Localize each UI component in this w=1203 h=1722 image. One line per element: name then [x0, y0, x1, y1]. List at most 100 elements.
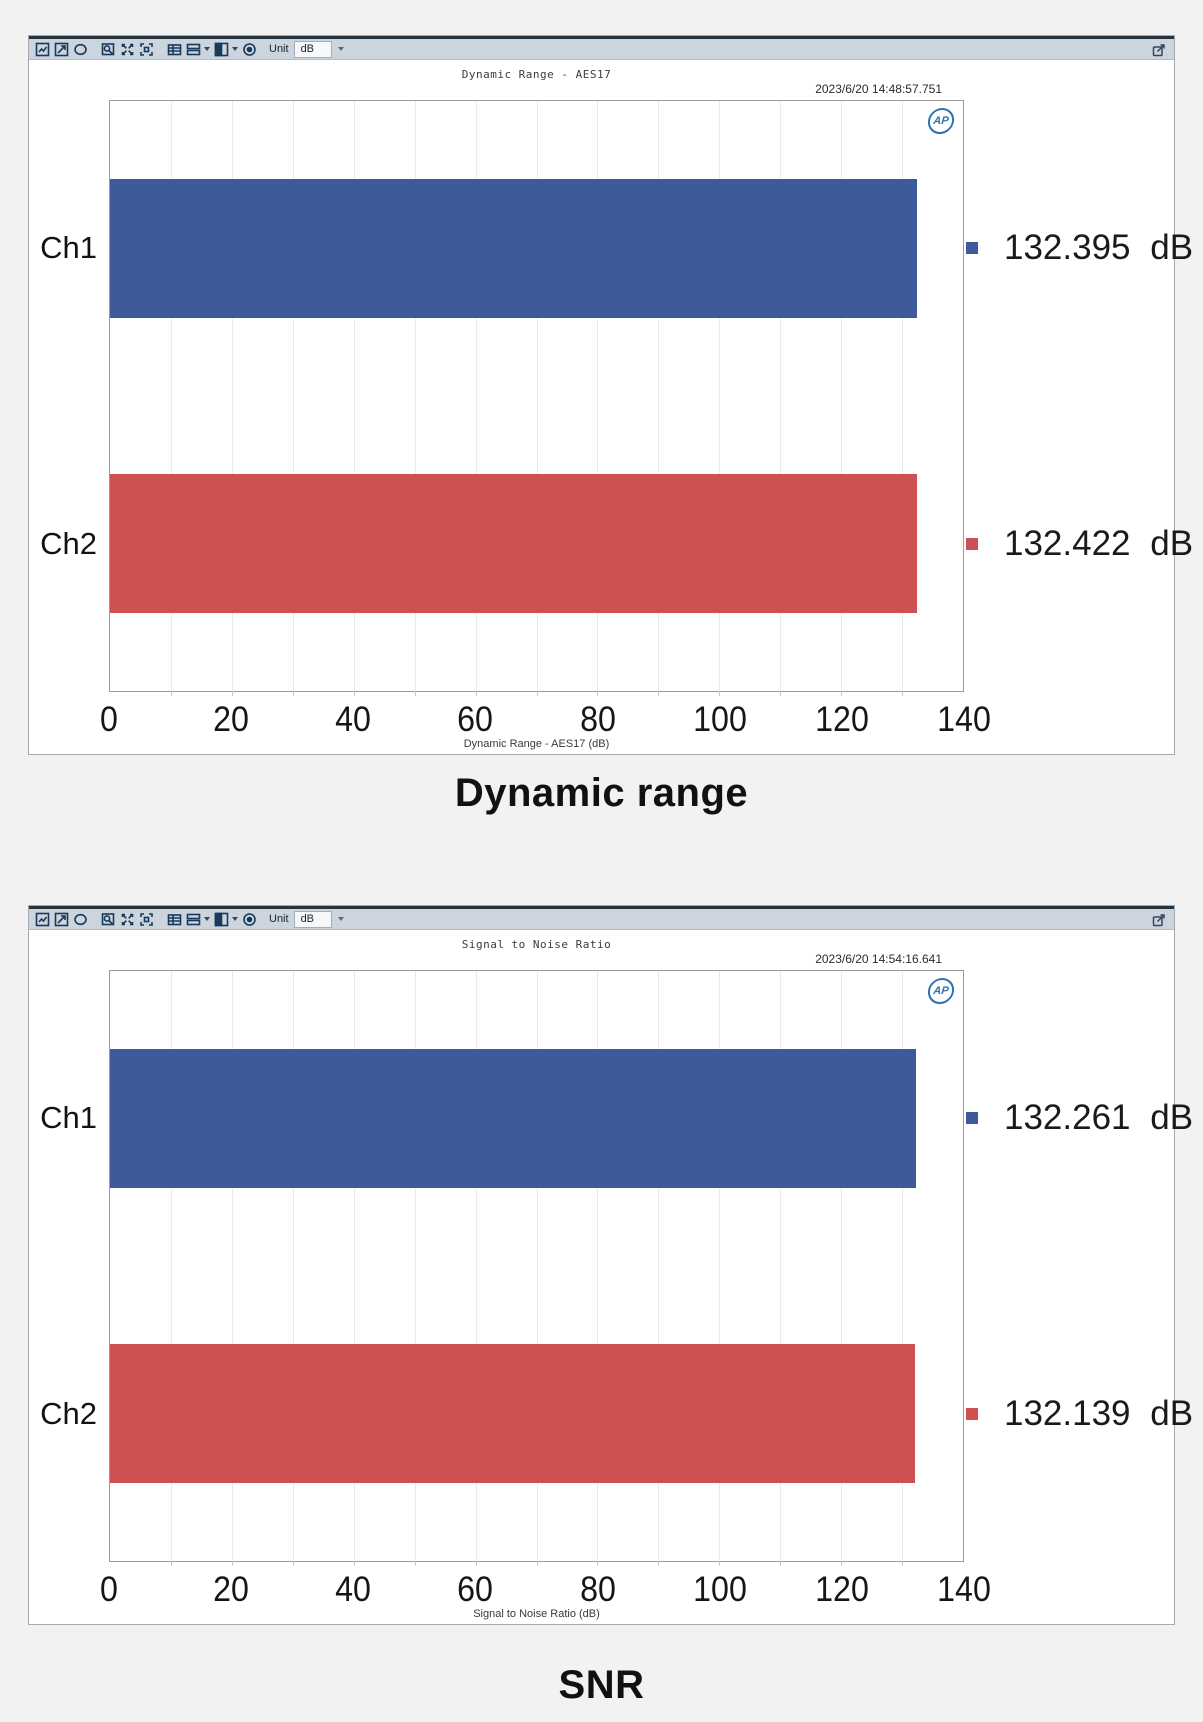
- gridline: [414, 971, 416, 1561]
- gridline: [780, 101, 782, 691]
- chart-caption-dynamic-range: Dynamic range: [454, 771, 749, 815]
- axis-tickmark: [841, 1561, 843, 1566]
- panels-dropdown-caret[interactable]: [204, 47, 210, 51]
- ch1-marker: [966, 1112, 978, 1124]
- axis-tickmark: [841, 691, 843, 696]
- axis-tickmark: [231, 1561, 233, 1566]
- x-tick-label: 120: [814, 700, 869, 739]
- pan-icon[interactable]: [72, 41, 89, 58]
- expand-icon[interactable]: [119, 911, 136, 928]
- graph-icon[interactable]: [34, 911, 51, 928]
- display-split-icon[interactable]: [213, 41, 230, 58]
- unit-dropdown-caret[interactable]: [337, 47, 344, 51]
- x-tick-label: 20: [213, 700, 250, 739]
- x-axis-ticks: 0 20 40 60 80 100 120 140: [100, 692, 991, 739]
- axis-tickmark: [170, 1561, 172, 1566]
- unit-select[interactable]: dB: [293, 40, 332, 58]
- zoom-region-icon[interactable]: [53, 41, 70, 58]
- gridline: [292, 101, 294, 691]
- display-dropdown-caret[interactable]: [232, 47, 238, 51]
- axis-tickmark: [780, 691, 782, 696]
- axis-tickmark: [658, 691, 660, 696]
- x-tick-label: 120: [814, 1570, 869, 1609]
- data-table-icon[interactable]: [166, 41, 183, 58]
- x-tick-label: 100: [692, 1570, 747, 1609]
- record-icon[interactable]: [241, 41, 258, 58]
- export-icon[interactable]: [1151, 912, 1168, 929]
- x-tick-label: 0: [100, 1570, 118, 1609]
- plot-area[interactable]: AP: [109, 970, 964, 1566]
- gridline: [170, 971, 172, 1561]
- axis-tickmark: [231, 691, 233, 696]
- chart-toolbar: Unit dB: [29, 36, 1174, 60]
- display-split-icon[interactable]: [213, 911, 230, 928]
- bar-ch1: [110, 179, 917, 318]
- chart-caption-snr: SNR: [558, 1663, 645, 1707]
- gridline: [902, 971, 904, 1561]
- gridline: [353, 101, 355, 691]
- category-label-ch1: Ch1: [40, 1100, 97, 1135]
- gridline: [597, 971, 599, 1561]
- unit-select[interactable]: dB: [293, 910, 332, 928]
- x-tick-label: 40: [335, 1570, 372, 1609]
- gridline: [292, 971, 294, 1561]
- panels-icon[interactable]: [185, 911, 202, 928]
- bar-ch1: [110, 1049, 916, 1188]
- chart-toolbar: Unit dB: [29, 906, 1174, 930]
- chart-window-snr: Unit dB Signal to Noise Ratio 2023/6/20 …: [28, 905, 1193, 1625]
- bar-ch2: [110, 474, 917, 613]
- pan-icon[interactable]: [72, 911, 89, 928]
- axis-tickmark: [902, 1561, 904, 1566]
- chart-timestamp: 2023/6/20 14:54:16.641: [815, 952, 942, 966]
- x-tick-label: 60: [457, 700, 494, 739]
- axis-tickmark: [536, 691, 538, 696]
- gridline: [353, 971, 355, 1561]
- gridline: [841, 971, 843, 1561]
- x-axis-label: Signal to Noise Ratio (dB): [473, 1608, 600, 1620]
- graph-icon[interactable]: [34, 41, 51, 58]
- bar-ch2: [110, 1344, 916, 1483]
- axis-tickmark: [353, 691, 355, 696]
- zoom-tool-icon[interactable]: [100, 41, 117, 58]
- chart-canvas: Dynamic Range - AES17 2023/6/20 14:48:57…: [29, 60, 1193, 754]
- expand-icon[interactable]: [119, 41, 136, 58]
- axis-tickmark: [353, 1561, 355, 1566]
- gridline: [170, 101, 172, 691]
- ch2-value: 132.139 dB: [1004, 1394, 1194, 1433]
- zoom-tool-icon[interactable]: [100, 911, 117, 928]
- axis-tickmark: [170, 691, 172, 696]
- x-tick-label: 60: [457, 1570, 494, 1609]
- category-label-ch2: Ch2: [40, 526, 97, 561]
- x-tick-label: 80: [579, 700, 616, 739]
- category-label-ch2: Ch2: [40, 1396, 97, 1431]
- ch2-marker: [966, 538, 978, 550]
- fit-icon[interactable]: [138, 41, 155, 58]
- ch1-value: 132.261 dB: [1004, 1098, 1194, 1137]
- unit-label: Unit: [269, 43, 289, 55]
- gridline: [597, 101, 599, 691]
- x-tick-label: 80: [579, 1570, 616, 1609]
- panels-icon[interactable]: [185, 41, 202, 58]
- ch1-value: 132.395 dB: [1004, 228, 1194, 267]
- axis-tickmark: [902, 691, 904, 696]
- data-table-icon[interactable]: [166, 911, 183, 928]
- display-dropdown-caret[interactable]: [232, 917, 238, 921]
- plot-area[interactable]: AP: [109, 100, 964, 696]
- panels-dropdown-caret[interactable]: [204, 917, 210, 921]
- gridline: [719, 971, 721, 1561]
- zoom-region-icon[interactable]: [53, 911, 70, 928]
- gridline: [231, 101, 233, 691]
- axis-tickmark: [292, 691, 294, 696]
- gridline: [536, 101, 538, 691]
- axis-tickmark: [475, 691, 477, 696]
- unit-dropdown-caret[interactable]: [337, 917, 344, 921]
- record-icon[interactable]: [241, 911, 258, 928]
- fit-icon[interactable]: [138, 911, 155, 928]
- x-tick-label: 20: [213, 1570, 250, 1609]
- x-tick-label: 140: [937, 700, 991, 739]
- gridline: [780, 971, 782, 1561]
- x-axis-ticks: 0 20 40 60 80 100 120 140: [100, 1562, 991, 1609]
- export-icon[interactable]: [1151, 42, 1168, 59]
- axis-tickmark: [414, 691, 416, 696]
- ch2-value: 132.422 dB: [1004, 524, 1194, 563]
